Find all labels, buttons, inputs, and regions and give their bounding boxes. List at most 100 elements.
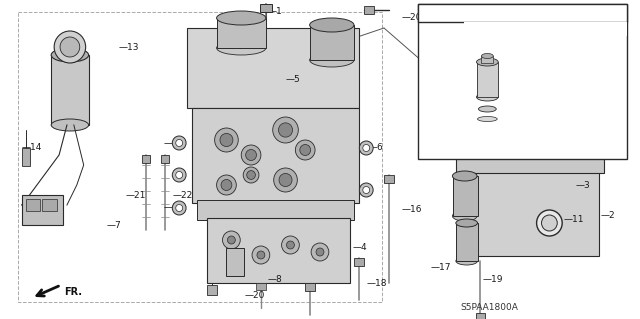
Bar [477,62,498,97]
Text: 10: 10 [519,139,529,148]
Circle shape [54,31,86,63]
Bar [419,4,627,22]
Ellipse shape [477,58,498,66]
Circle shape [214,128,238,152]
Text: —6: —6 [163,204,178,212]
Circle shape [360,141,373,155]
Circle shape [172,201,186,215]
Circle shape [363,187,370,194]
Text: —20: —20 [402,13,422,23]
Text: —6: —6 [368,144,383,152]
Bar [364,6,374,14]
Text: ATM-12 (REF No  5): ATM-12 (REF No 5) [536,63,617,72]
Ellipse shape [477,93,498,101]
Bar [456,143,604,173]
Bar [305,283,315,291]
Bar [256,283,266,290]
Bar [481,56,493,63]
Text: —5: —5 [285,76,300,85]
Bar [26,199,40,211]
Text: 23: 23 [519,63,529,71]
Circle shape [227,236,236,244]
Ellipse shape [479,106,496,112]
Text: —8: —8 [268,276,282,285]
Bar [260,4,272,12]
Ellipse shape [456,257,477,265]
Bar [161,155,170,163]
Text: —3: —3 [576,181,591,189]
Bar [192,108,360,203]
Text: —13: —13 [118,42,139,51]
Text: —20: —20 [244,291,264,300]
Bar [355,258,364,266]
Bar [227,248,244,276]
Circle shape [221,180,232,190]
Circle shape [176,204,182,211]
Bar [207,285,216,295]
Circle shape [60,37,80,57]
Circle shape [241,145,261,165]
Circle shape [287,241,294,249]
Circle shape [282,236,300,254]
Text: BLOCK No (REF No ): BLOCK No (REF No ) [506,38,585,47]
Ellipse shape [216,41,266,55]
Ellipse shape [456,219,477,227]
Text: —19: —19 [483,276,503,285]
Text: —2: —2 [600,211,615,219]
Circle shape [296,140,315,160]
Text: —17: —17 [430,263,451,272]
Bar [461,168,598,256]
Text: —4: —4 [353,243,367,253]
Ellipse shape [477,116,497,122]
Bar [51,55,88,125]
Bar [476,313,485,319]
Text: FR.: FR. [64,287,82,297]
Bar [42,199,57,211]
Ellipse shape [452,211,477,221]
Circle shape [536,210,562,236]
Ellipse shape [481,54,493,58]
Text: ATM-18 (REF No 11): ATM-18 (REF No 11) [536,112,620,121]
Circle shape [223,231,240,249]
Bar [456,223,477,261]
Bar [453,176,477,216]
Circle shape [300,145,310,155]
Circle shape [176,172,182,179]
Circle shape [216,175,236,195]
Bar [216,18,266,48]
Circle shape [246,150,257,160]
Text: REF No: REF No [427,31,455,40]
Text: S5PAA1800A: S5PAA1800A [461,303,518,313]
Bar [490,123,500,131]
Text: —15: —15 [507,125,527,135]
Bar [419,4,627,159]
Circle shape [172,136,186,150]
Text: —16: —16 [402,205,422,214]
Bar [207,218,349,283]
Circle shape [274,168,298,192]
Text: —11: —11 [563,216,584,225]
Circle shape [541,215,557,231]
Circle shape [252,246,270,264]
Bar [22,148,29,166]
Ellipse shape [310,18,354,32]
Ellipse shape [51,119,88,131]
Bar [310,25,355,60]
Circle shape [247,171,255,179]
Bar [187,28,360,108]
Text: —21: —21 [126,190,147,199]
Bar [18,12,382,302]
Text: 12: 12 [519,119,529,128]
Ellipse shape [51,48,88,62]
Text: ATM-12 (REF No 19): ATM-12 (REF No 19) [536,87,620,96]
Bar [22,195,63,225]
Circle shape [172,168,186,182]
Text: —6: —6 [163,138,178,147]
Ellipse shape [216,11,266,25]
Circle shape [360,183,373,197]
Circle shape [220,133,233,147]
Circle shape [257,251,265,259]
Bar [464,22,627,36]
Text: —7: —7 [106,220,121,229]
Bar [384,175,394,183]
